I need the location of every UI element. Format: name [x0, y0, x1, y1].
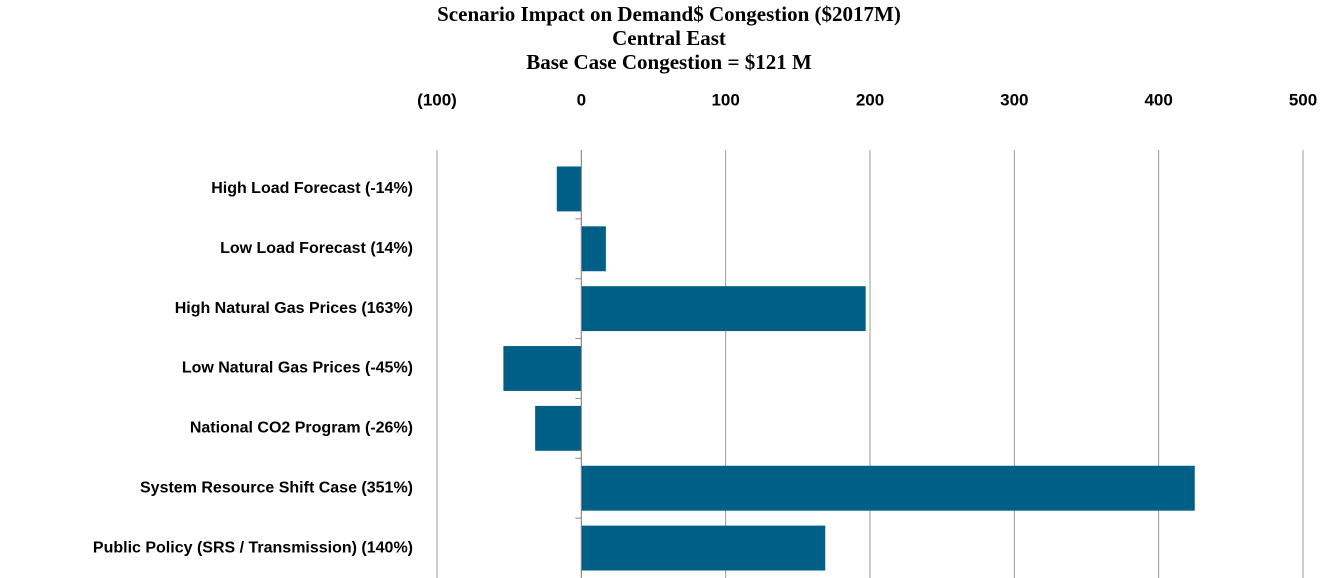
- y-tick-label: Low Natural Gas Prices (-45%): [182, 360, 413, 377]
- bar: [556, 166, 582, 212]
- bar: [581, 465, 1195, 511]
- x-tick-label: 400: [1144, 90, 1172, 109]
- y-tick-label: High Natural Gas Prices (163%): [175, 300, 413, 317]
- bar: [581, 226, 606, 272]
- x-tick-label: 100: [711, 90, 739, 109]
- x-tick-label: 300: [1000, 90, 1028, 109]
- bar: [581, 525, 826, 571]
- annotation: Base Case Congestion = $121 M: [526, 50, 812, 74]
- y-tick-label: Public Policy (SRS / Transmission) (140%…: [93, 539, 413, 556]
- x-tick-label: 500: [1289, 90, 1317, 109]
- chart-subtitle: Central East: [612, 26, 726, 50]
- y-tick-label: National CO2 Program (-26%): [190, 420, 413, 437]
- bar: [581, 286, 866, 332]
- chart-title: Scenario Impact on Demand$ Congestion ($…: [437, 2, 901, 26]
- y-tick-label: High Load Forecast (-14%): [211, 180, 413, 197]
- bar: [503, 346, 582, 391]
- x-tick-label: 0: [577, 90, 586, 109]
- y-tick-label: Low Load Forecast (14%): [220, 240, 413, 257]
- x-tick-label: (100): [417, 90, 457, 109]
- bar: [535, 405, 582, 451]
- x-tick-label: 200: [856, 90, 884, 109]
- y-tick-label: System Resource Shift Case (351%): [140, 479, 413, 496]
